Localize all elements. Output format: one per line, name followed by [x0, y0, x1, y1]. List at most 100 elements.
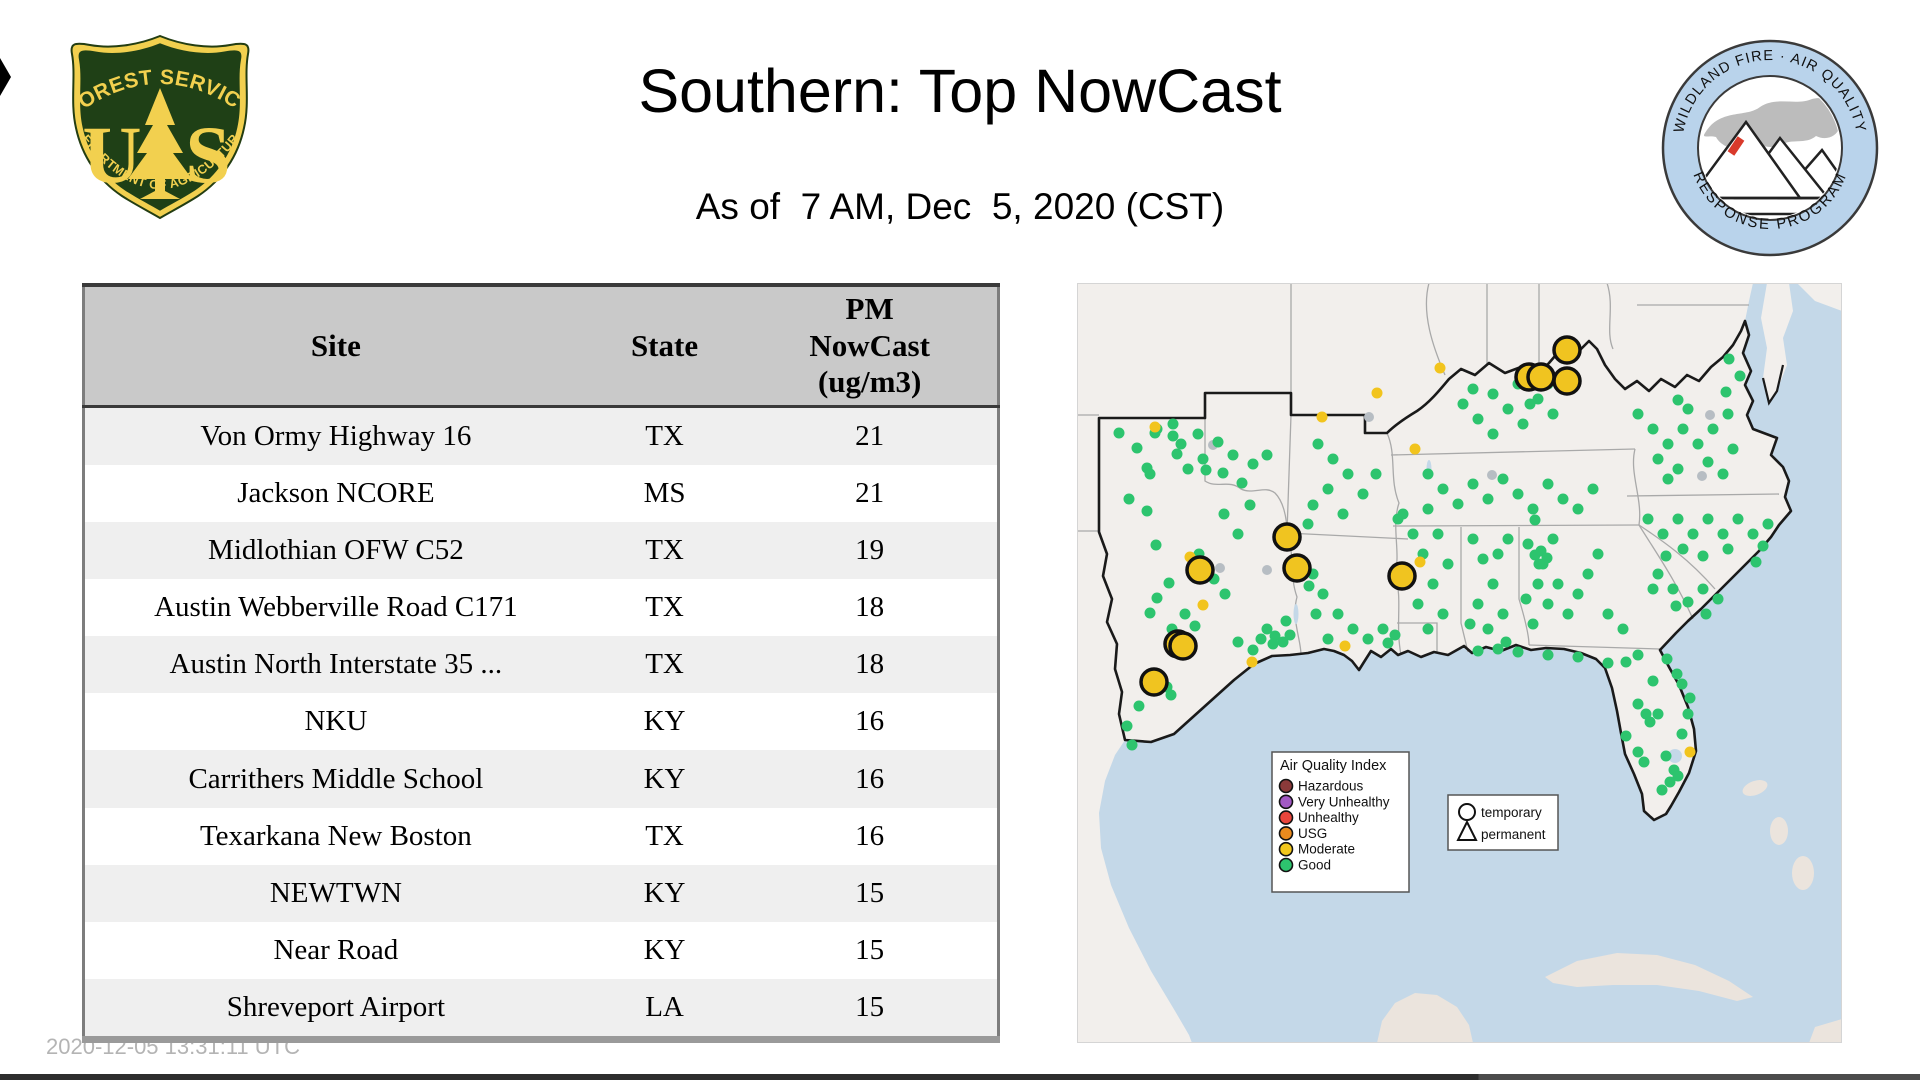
table-body: Von Ormy Highway 16 TX 21 Jackson NCORE MS 21… [83, 406, 999, 1040]
marker-type-legend: temporary permanent [1447, 794, 1559, 851]
good-monitor-dot [1487, 388, 1499, 400]
good-monitor-dot [1702, 456, 1714, 468]
good-monitor-dot [1332, 608, 1344, 620]
good-monitor-dot [1541, 552, 1553, 564]
good-monitor-dot [1432, 528, 1444, 540]
good-monitor-dot [1697, 550, 1709, 562]
good-monitor-dot [1437, 608, 1449, 620]
good-monitor-dot [1362, 633, 1374, 645]
good-monitor-dot [1502, 533, 1514, 545]
good-monitor-dot [1632, 746, 1644, 758]
good-monitor-dot [1667, 583, 1679, 595]
lake-toledo-bend [1293, 604, 1299, 624]
good-monitor-dot [1652, 568, 1664, 580]
state-cell: TX [645, 819, 684, 852]
good-monitor-dot [1657, 528, 1669, 540]
good-monitor-dot [1261, 449, 1273, 461]
moderate-monitor-dot [1246, 656, 1258, 668]
good-monitor-dot [1520, 593, 1532, 605]
wfaqrp-logo: WILDLAND FIRE · AIR QUALITY RESPONSE PRO… [1661, 39, 1879, 257]
moderate-monitor-dot [1409, 443, 1421, 455]
good-monitor-dot [1682, 596, 1694, 608]
pm-value-cell: 19 [855, 534, 885, 567]
good-monitor-dot [1723, 353, 1735, 365]
good-monitor-dot [1121, 720, 1133, 732]
good-monitor-dot [1682, 403, 1694, 415]
good-monitor-dot [1562, 608, 1574, 620]
good-monitor-dot [1163, 577, 1175, 589]
inactive-monitor-dot [1487, 470, 1497, 480]
nowcast-table: Site State PM NowCast (ug/m3) Von Ormy H… [82, 283, 1000, 1043]
good-monitor-dot [1692, 438, 1704, 450]
site-cell: NEWTWN [269, 876, 402, 909]
good-monitor-dot [1684, 692, 1696, 704]
table-row: Midlothian OFW C52 TX 19 [83, 522, 999, 580]
good-monitor-dot [1644, 716, 1656, 728]
good-monitor-dot [1677, 543, 1689, 555]
state-cell: KY [643, 933, 686, 966]
good-monitor-dot [1532, 393, 1544, 405]
top-site-marker [1387, 561, 1417, 591]
map-yucatan [1377, 993, 1473, 1043]
good-monitor-dot [1632, 649, 1644, 661]
page-title: Southern: Top NowCast [638, 57, 1282, 125]
good-monitor-dot [1757, 540, 1769, 552]
good-monitor-dot [1552, 578, 1564, 590]
good-monitor-dot [1647, 423, 1659, 435]
good-monitor-dot [1284, 629, 1296, 641]
usfs-letter-u: U [82, 109, 141, 200]
good-monitor-dot [1677, 423, 1689, 435]
aqi-legend-swatch [1278, 857, 1294, 873]
good-monitor-dot [1720, 386, 1732, 398]
top-site-marker [1168, 631, 1198, 661]
good-monitor-dot [1218, 508, 1230, 520]
map-bahamas-1 [1742, 780, 1768, 796]
permanent-label: permanent [1481, 827, 1546, 842]
good-monitor-dot [1407, 528, 1419, 540]
fire-mark-icon [1727, 136, 1745, 156]
good-monitor-dot [1255, 633, 1267, 645]
good-monitor-dot [1670, 600, 1682, 612]
good-monitor-dot [1197, 453, 1209, 465]
column-header-state: State [586, 285, 743, 408]
good-monitor-dot [1482, 493, 1494, 505]
site-cell: Near Road [273, 933, 399, 966]
good-monitor-dot [1227, 449, 1239, 461]
state-borders [1077, 283, 1780, 656]
map-northeast-corner [1797, 283, 1842, 311]
good-monitor-dot [1524, 398, 1536, 410]
aqi-legend-swatch [1278, 841, 1294, 857]
good-monitor-dot [1702, 513, 1714, 525]
good-monitor-dot [1487, 578, 1499, 590]
good-monitor-dot [1672, 513, 1684, 525]
good-monitor-dot [1126, 739, 1138, 751]
good-monitor-dot [1307, 499, 1319, 511]
good-monitor-dot [1587, 483, 1599, 495]
map-frame [1077, 283, 1842, 1043]
left-edge-artifact [0, 58, 11, 96]
good-monitor-dot [1144, 607, 1156, 619]
good-monitor-dot [1676, 678, 1688, 690]
moderate-monitor-dot [1197, 599, 1209, 611]
good-monitor-dot [1302, 518, 1314, 530]
aqi-legend-swatch [1278, 778, 1294, 794]
state-cell: MS [643, 477, 686, 510]
good-monitor-dot [1542, 478, 1554, 490]
good-monitor-dot [1442, 558, 1454, 570]
good-monitor-dot [1732, 513, 1744, 525]
good-monitor-dot [1582, 568, 1594, 580]
state-cell: KY [643, 705, 686, 738]
lake-okeechobee [1668, 749, 1682, 763]
good-monitor-dot [1389, 629, 1401, 641]
good-monitor-dot [1277, 636, 1289, 648]
good-monitor-dot [1189, 620, 1201, 632]
good-monitor-dot [1662, 438, 1674, 450]
good-monitor-dot [1617, 623, 1629, 635]
good-monitor-dot [1602, 608, 1614, 620]
good-monitor-dot [1602, 657, 1614, 669]
pm-value-cell: 21 [855, 420, 885, 453]
good-monitor-dot [1647, 675, 1659, 687]
good-monitor-dot [1327, 453, 1339, 465]
good-monitor-dot [1179, 608, 1191, 620]
